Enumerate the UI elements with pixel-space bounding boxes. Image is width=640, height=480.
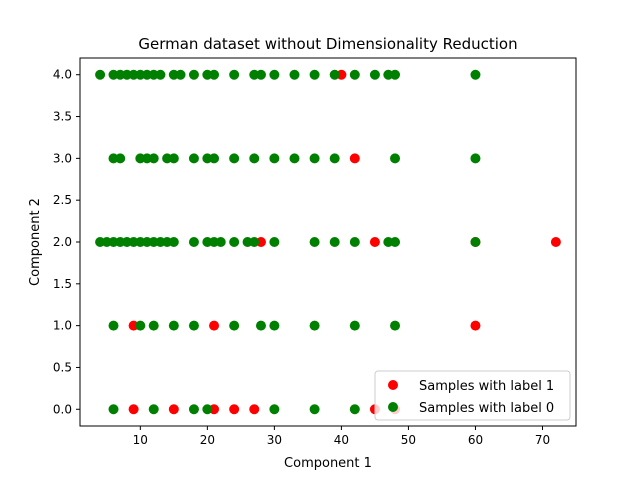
plot-frame xyxy=(79,57,577,427)
scatter-point-label-0 xyxy=(369,69,380,80)
legend-box xyxy=(374,370,571,421)
scatter-point-label-0 xyxy=(229,153,240,164)
y-tick-label: 3.5 xyxy=(53,110,72,124)
scatter-point-label-0 xyxy=(349,69,360,80)
scatter-point-label-0 xyxy=(168,320,179,331)
scatter-point-label-0 xyxy=(390,320,401,331)
scatter-point-label-0 xyxy=(269,237,280,247)
scatter-point-label-0 xyxy=(229,237,240,247)
chart-title: German dataset without Dimensionality Re… xyxy=(138,35,517,53)
scatter-point-label-1 xyxy=(349,153,360,164)
scatter-point-label-0 xyxy=(108,320,119,331)
y-tick-label: 3.0 xyxy=(53,151,72,165)
x-tick-label: 20 xyxy=(200,433,215,447)
scatter-point-label-1 xyxy=(470,320,481,331)
scatter-point-label-0 xyxy=(168,237,179,247)
scatter-point-label-0 xyxy=(135,320,146,331)
x-axis-ticks: 10 20 30 40 50 60 70 xyxy=(133,426,550,447)
scatter-point-label-0 xyxy=(202,404,213,415)
scatter-point-label-0 xyxy=(175,69,186,80)
scatter-point-label-0 xyxy=(188,69,199,80)
y-axis-ticks: 0.0 0.5 1.0 1.5 2.0 2.5 3.0 3.5 4.0 xyxy=(53,68,80,416)
scatter-point-label-1 xyxy=(369,237,380,247)
scatter-point-label-0 xyxy=(269,153,280,164)
scatter-point-label-1 xyxy=(550,237,561,247)
legend-entry-label-0: Samples with label 0 xyxy=(419,401,554,416)
y-tick-label: 1.5 xyxy=(53,277,72,291)
scatter-point-label-0 xyxy=(155,69,166,80)
scatter-point-label-0 xyxy=(309,153,320,164)
scatter-point-label-1 xyxy=(209,320,220,331)
x-tick-label: 30 xyxy=(267,433,282,447)
scatter-point-label-0 xyxy=(249,237,260,247)
scatter-point-label-0 xyxy=(289,69,300,80)
scatter-point-label-0 xyxy=(269,320,280,331)
legend-marker-label-1 xyxy=(388,380,398,390)
scatter-point-label-0 xyxy=(289,153,300,164)
x-tick-label: 50 xyxy=(401,433,416,447)
scatter-point-label-0 xyxy=(188,404,199,415)
x-tick-label: 70 xyxy=(535,433,550,447)
scatter-point-label-0 xyxy=(390,69,401,80)
scatter-point-label-0 xyxy=(269,404,280,415)
scatter-point-label-1 xyxy=(249,404,260,415)
scatter-point-label-0 xyxy=(168,153,179,164)
scatter-point-label-0 xyxy=(95,69,106,80)
y-tick-label: 2.5 xyxy=(53,193,72,207)
x-axis-label: Component 1 xyxy=(284,456,372,471)
scatter-point-label-0 xyxy=(470,69,481,80)
scatter-point-label-0 xyxy=(329,69,340,80)
scatter-point-label-0 xyxy=(329,153,340,164)
scatter-point-label-1 xyxy=(168,404,179,415)
scatter-point-label-0 xyxy=(108,404,119,415)
scatter-point-label-0 xyxy=(470,237,481,247)
scatter-point-label-0 xyxy=(229,320,240,331)
scatter-point-label-0 xyxy=(390,153,401,164)
scatter-point-label-0 xyxy=(148,153,159,164)
x-tick-label: 10 xyxy=(133,433,148,447)
scatter-point-label-0 xyxy=(148,320,159,331)
scatter-point-label-0 xyxy=(309,404,320,415)
scatter-point-label-0 xyxy=(269,69,280,80)
scatter-point-label-1 xyxy=(229,404,240,415)
data-points xyxy=(95,69,561,415)
scatter-point-label-0 xyxy=(309,320,320,331)
x-tick-label: 40 xyxy=(334,433,349,447)
scatter-point-label-0 xyxy=(209,153,220,164)
y-tick-label: 4.0 xyxy=(53,68,72,82)
scatter-point-label-0 xyxy=(188,320,199,331)
scatter-point-label-0 xyxy=(255,320,266,331)
y-tick-label: 2.0 xyxy=(53,235,72,249)
legend-entry-label-1: Samples with label 1 xyxy=(419,379,554,394)
scatter-point-label-0 xyxy=(390,237,401,247)
scatter-point-label-0 xyxy=(309,69,320,80)
scatter-point-label-0 xyxy=(255,69,266,80)
scatter-point-label-0 xyxy=(349,404,360,415)
y-tick-label: 0.0 xyxy=(53,402,72,416)
scatter-point-label-0 xyxy=(309,237,320,247)
scatter-point-label-0 xyxy=(209,69,220,80)
scatter-point-label-0 xyxy=(229,69,240,80)
scatter-point-label-0 xyxy=(329,237,340,247)
legend: Samples with label 1 Samples with label … xyxy=(374,370,571,421)
x-tick-label: 60 xyxy=(468,433,483,447)
y-axis-label: Component 2 xyxy=(28,198,43,286)
scatter-point-label-0 xyxy=(148,404,159,415)
scatter-point-label-1 xyxy=(128,404,139,415)
scatter-point-label-0 xyxy=(349,320,360,331)
scatter-point-label-0 xyxy=(115,153,126,164)
scatter-point-label-0 xyxy=(349,237,360,247)
scatter-point-label-0 xyxy=(249,153,260,164)
scatter-point-label-0 xyxy=(470,153,481,164)
legend-marker-label-0 xyxy=(388,402,398,412)
scatter-point-label-0 xyxy=(188,153,199,164)
scatter-point-label-0 xyxy=(188,237,199,247)
y-tick-label: 1.0 xyxy=(53,319,72,333)
y-tick-label: 0.5 xyxy=(53,360,72,374)
scatter-point-label-0 xyxy=(215,237,226,247)
